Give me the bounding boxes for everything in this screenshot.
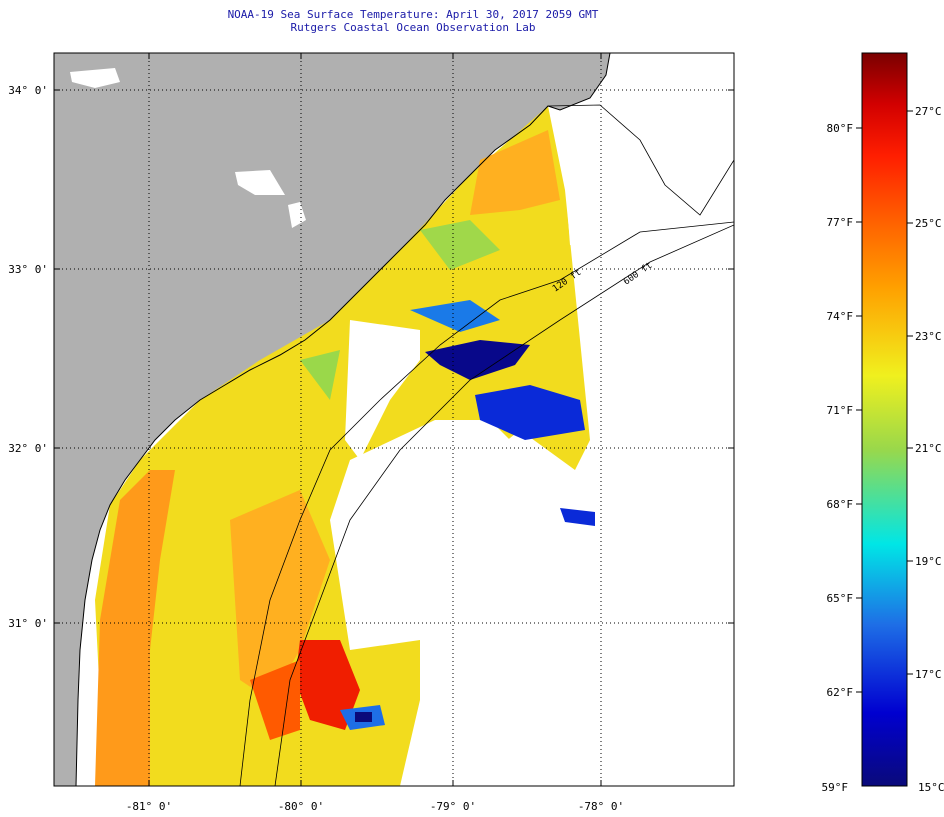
graticule — [54, 53, 734, 786]
map-subtitle: Rutgers Coastal Ocean Observation Lab — [290, 21, 536, 34]
fahrenheit-label: 77°F — [827, 216, 854, 229]
lat-label: 32° 0' — [8, 442, 48, 455]
celsius-label: 17°C — [915, 668, 942, 681]
sst-warm-core — [295, 640, 360, 730]
fahrenheit-label: 59°F — [822, 781, 849, 794]
lat-label: 31° 0' — [8, 617, 48, 630]
celsius-label: 21°C — [915, 442, 942, 455]
lon-label: -81° 0' — [126, 800, 172, 813]
lat-label: 34° 0' — [8, 84, 48, 97]
colorbar — [861, 52, 908, 787]
isobath-600ft — [274, 224, 734, 786]
map-frame — [53, 52, 735, 787]
lon-label: -80° 0' — [278, 800, 324, 813]
colorbar-ticks — [856, 110, 913, 693]
land-mass — [54, 53, 610, 786]
fahrenheit-label: 80°F — [827, 122, 854, 135]
sst-cold-patch — [425, 340, 530, 380]
fahrenheit-label: 71°F — [827, 404, 854, 417]
sst-swath-yellow — [95, 106, 590, 786]
lon-label: -79° 0' — [430, 800, 476, 813]
celsius-label: 19°C — [915, 555, 942, 568]
lon-label: -78° 0' — [578, 800, 624, 813]
cloud-gap — [345, 320, 420, 460]
celsius-label: 27°C — [915, 105, 942, 118]
fahrenheit-label: 62°F — [827, 686, 854, 699]
map-title: NOAA-19 Sea Surface Temperature: April 3… — [227, 8, 599, 21]
coastline — [75, 53, 611, 786]
axis-ticks — [54, 53, 734, 786]
fahrenheit-label: 68°F — [827, 498, 854, 511]
fahrenheit-label: 65°F — [827, 592, 854, 605]
celsius-label: 25°C — [915, 217, 942, 230]
isobath-120ft — [239, 221, 734, 786]
celsius-label: 15°C — [918, 781, 944, 794]
lat-label: 33° 0' — [8, 263, 48, 276]
fahrenheit-label: 74°F — [827, 310, 854, 323]
map-area — [54, 53, 734, 786]
celsius-label: 23°C — [915, 330, 942, 343]
sst-orange-band — [95, 470, 175, 786]
